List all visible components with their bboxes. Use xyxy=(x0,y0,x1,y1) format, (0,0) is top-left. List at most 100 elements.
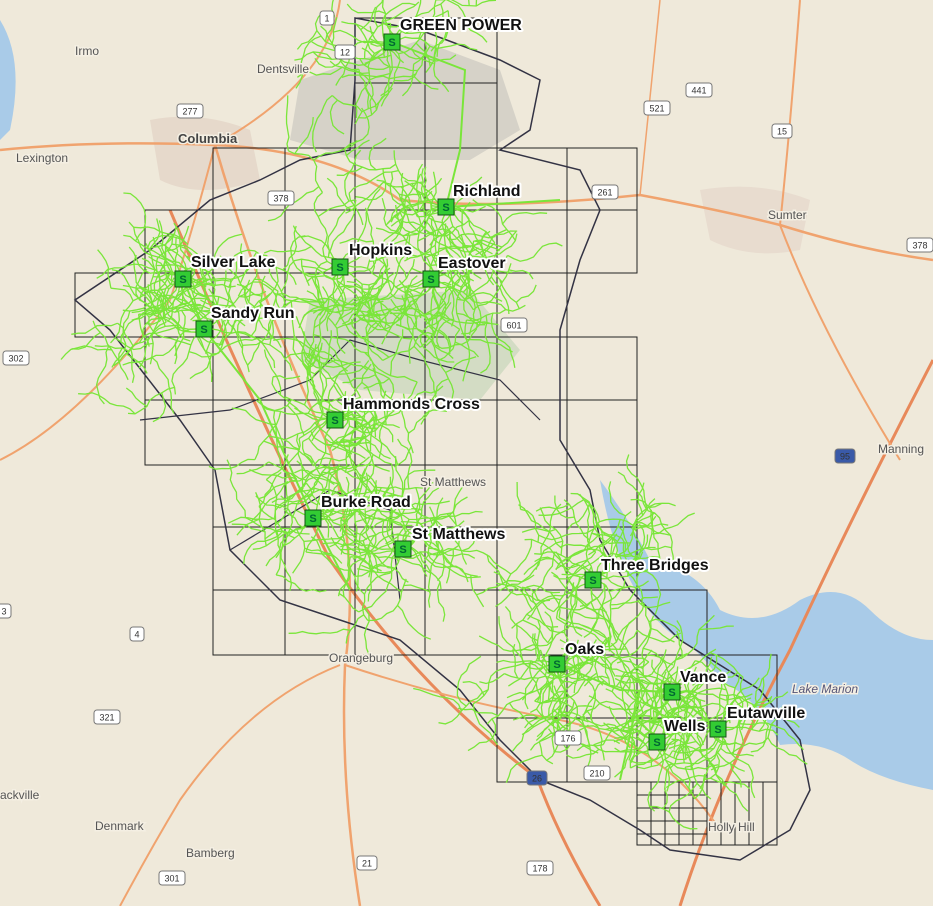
feeder-line xyxy=(520,508,540,543)
feeder-line xyxy=(692,655,718,686)
feeder-line xyxy=(319,362,324,419)
feeder-line xyxy=(400,518,436,525)
feeder-line xyxy=(231,407,277,426)
feeder-line xyxy=(219,255,255,308)
feeder-line xyxy=(272,375,301,380)
feeder-line xyxy=(372,553,431,574)
highway-shield xyxy=(334,44,356,60)
feeder-line xyxy=(384,496,423,511)
feeder-line xyxy=(430,171,437,213)
substation-icon-label: S xyxy=(179,274,186,286)
feeder-line xyxy=(737,695,773,715)
feeder-line xyxy=(561,647,581,680)
feeder-line xyxy=(419,334,455,363)
feeder-line xyxy=(153,314,205,333)
feeder-line xyxy=(582,715,631,749)
feeder-line xyxy=(320,482,341,513)
feeder-line xyxy=(521,527,557,533)
highway-number: 301 xyxy=(164,873,179,883)
highway-shield xyxy=(643,100,671,116)
feeder-line xyxy=(251,479,297,522)
feeder-line xyxy=(292,335,311,372)
highway-number: 601 xyxy=(506,320,521,330)
feeder-line xyxy=(750,725,770,753)
feeder-line xyxy=(288,150,324,193)
feeder-line xyxy=(366,309,392,336)
feeder-line xyxy=(473,240,501,251)
feeder-line xyxy=(258,471,282,507)
feeder-line xyxy=(193,262,220,288)
feeder-line xyxy=(223,270,230,311)
feeder-line xyxy=(394,204,420,235)
substation-icon-label: S xyxy=(309,513,316,525)
substation-icon-label: S xyxy=(589,575,596,587)
feeder-line xyxy=(708,762,749,812)
substation-icon xyxy=(648,733,666,751)
feeder-line xyxy=(521,586,554,613)
highway-number: 4 xyxy=(134,629,139,639)
feeder-line xyxy=(623,523,646,573)
substation-icon xyxy=(584,571,602,589)
feeder-line xyxy=(556,617,582,631)
feeder-line xyxy=(312,95,333,153)
feeder-line xyxy=(282,225,298,271)
substation-icon xyxy=(383,33,401,51)
feeder-line xyxy=(371,511,416,530)
feeder-line xyxy=(719,693,769,727)
feeder-line xyxy=(96,263,156,279)
feeder-line xyxy=(518,504,563,549)
feeder-line xyxy=(302,351,345,397)
feeder-line xyxy=(334,381,418,421)
feeder-line xyxy=(268,435,301,451)
feeder-line xyxy=(326,266,346,332)
feeder-line xyxy=(252,517,314,550)
feeder-line xyxy=(288,438,301,464)
feeder-line xyxy=(287,404,305,436)
feeder-line xyxy=(317,199,357,218)
feeder-line xyxy=(598,675,665,743)
feeder-line xyxy=(348,437,373,494)
feeder-line xyxy=(342,284,364,325)
feeder-line xyxy=(295,316,336,361)
feeder-line xyxy=(361,47,418,72)
feeder-line xyxy=(434,510,483,521)
feeder-line xyxy=(428,547,476,559)
feeder-line xyxy=(758,706,784,732)
feeder-line xyxy=(389,171,406,207)
feeder-line xyxy=(504,673,559,681)
feeder-line xyxy=(609,629,638,670)
feeder-line xyxy=(382,181,447,213)
feeder-line xyxy=(617,525,634,558)
trunk-line xyxy=(556,663,719,781)
feeder-line xyxy=(625,454,649,512)
feeder-line xyxy=(634,551,644,605)
feeder-line xyxy=(243,530,283,564)
feeder-line xyxy=(403,584,431,593)
feeder-line xyxy=(579,493,601,522)
feeder-line xyxy=(306,290,340,314)
feeder-line xyxy=(551,696,567,753)
feeder-line xyxy=(158,220,173,281)
labels: Irmo Dentsville Columbia Lexington Sumter Man… xyxy=(0,10,933,886)
feeder-line xyxy=(254,411,282,460)
feeder-line xyxy=(405,0,422,34)
feeder-line xyxy=(298,305,338,329)
feeder-line xyxy=(392,246,408,279)
feeder-line xyxy=(397,604,432,640)
highway-shield xyxy=(356,855,378,871)
feeder-line xyxy=(341,72,391,79)
feeder-line xyxy=(193,255,206,297)
feeder-line xyxy=(368,137,387,171)
feeder-line xyxy=(367,528,393,570)
highway-shield xyxy=(906,237,933,253)
road xyxy=(119,664,341,906)
feeder-line xyxy=(296,30,318,50)
feeder-line xyxy=(335,421,380,448)
feeder-line xyxy=(504,606,538,642)
feeder-line xyxy=(331,95,363,113)
feeder-line xyxy=(630,739,676,769)
place-label: ackville xyxy=(0,788,40,802)
feeder-line xyxy=(591,579,626,630)
feeder-line xyxy=(313,286,330,329)
feeder-line xyxy=(430,278,526,312)
